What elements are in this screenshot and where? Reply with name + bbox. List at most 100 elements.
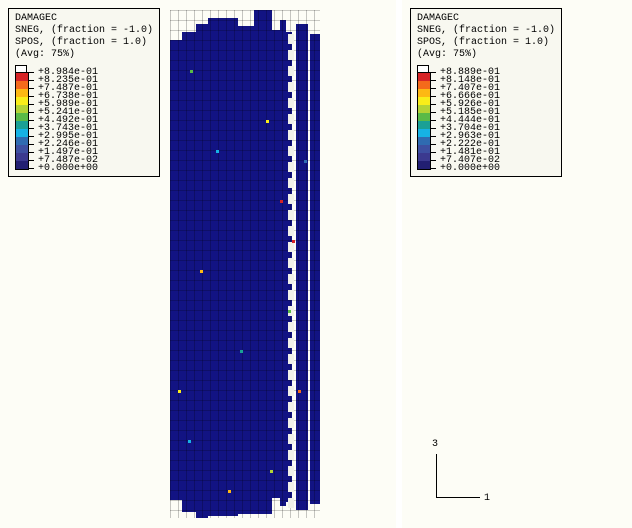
dash-segment bbox=[288, 162, 294, 172]
dash-segment bbox=[288, 274, 294, 284]
left-panel: DAMAGECSNEG, (fraction = -1.0)SPOS, (fra… bbox=[0, 0, 396, 528]
legend-swatch bbox=[16, 113, 28, 121]
legend-value: +0.000e+00 bbox=[38, 165, 98, 173]
mesh-line bbox=[170, 380, 320, 381]
mesh-line bbox=[314, 10, 315, 518]
mesh-line bbox=[242, 10, 243, 518]
mesh-line bbox=[170, 230, 320, 231]
mesh-line bbox=[170, 290, 320, 291]
damage-speck bbox=[304, 160, 307, 163]
damage-speck bbox=[270, 470, 273, 473]
legend-header-line: SPOS, (fraction = 1.0) bbox=[15, 37, 153, 49]
mesh-line bbox=[298, 10, 299, 518]
mesh-line bbox=[170, 400, 320, 401]
legend-swatches bbox=[15, 72, 29, 170]
mesh-line bbox=[170, 150, 320, 151]
axis-label-1: 1 bbox=[484, 493, 490, 504]
mesh-line bbox=[170, 190, 320, 191]
model-left bbox=[170, 10, 320, 518]
dash-segment bbox=[288, 98, 294, 108]
mesh-line bbox=[170, 140, 320, 141]
dash-segment bbox=[288, 50, 294, 60]
dash-segment bbox=[288, 322, 294, 332]
mesh-line bbox=[170, 220, 320, 221]
mesh-line bbox=[170, 80, 320, 81]
mesh-line bbox=[170, 340, 320, 341]
mesh-line bbox=[170, 210, 320, 211]
mesh-line bbox=[170, 180, 320, 181]
mesh-line bbox=[170, 320, 320, 321]
dash-segment bbox=[288, 498, 294, 508]
mesh-line bbox=[170, 240, 320, 241]
legend-header-line: SPOS, (fraction = 1.0) bbox=[417, 37, 555, 49]
mesh-line bbox=[282, 10, 283, 518]
mesh-line bbox=[170, 120, 320, 121]
legend-labels: +8.984e-01+8.235e-01+7.487e-01+6.738e-01… bbox=[38, 65, 98, 169]
dash-segment bbox=[288, 226, 294, 236]
mesh-line bbox=[170, 270, 320, 271]
dash-segment bbox=[288, 418, 294, 428]
mesh-line bbox=[210, 10, 211, 518]
damage-speck bbox=[298, 390, 301, 393]
dash-segment bbox=[288, 66, 294, 76]
legend-swatch bbox=[16, 137, 28, 145]
axis-vertical bbox=[436, 454, 437, 498]
mesh-line bbox=[170, 490, 320, 491]
mesh-line bbox=[170, 300, 320, 301]
legend-swatch bbox=[16, 121, 28, 129]
mesh-line bbox=[170, 360, 320, 361]
damage-speck bbox=[240, 350, 243, 353]
mesh-line bbox=[186, 10, 187, 518]
dash-segment bbox=[288, 482, 294, 492]
damage-speck bbox=[188, 440, 191, 443]
damage-speck bbox=[292, 240, 295, 243]
mesh-line bbox=[170, 420, 320, 421]
legend-left: DAMAGECSNEG, (fraction = -1.0)SPOS, (fra… bbox=[8, 8, 160, 177]
mesh-line bbox=[170, 200, 320, 201]
mesh-line bbox=[170, 370, 320, 371]
damage-speck bbox=[200, 270, 203, 273]
mesh-line bbox=[170, 250, 320, 251]
right-panel: DAMAGECSNEG, (fraction = -1.0)SPOS, (fra… bbox=[402, 0, 632, 528]
legend-header-line: DAMAGEC bbox=[15, 13, 153, 25]
legend-swatch bbox=[418, 97, 430, 105]
dash-segment bbox=[288, 258, 294, 268]
dash-segment bbox=[288, 450, 294, 460]
mesh-line bbox=[170, 160, 320, 161]
legend-swatch bbox=[418, 105, 430, 113]
damage-speck bbox=[266, 120, 269, 123]
legend-swatch bbox=[418, 153, 430, 161]
dash-segment bbox=[288, 34, 294, 44]
mesh-line bbox=[170, 40, 320, 41]
legend-swatch bbox=[16, 81, 28, 89]
legend-swatch bbox=[418, 121, 430, 129]
dash-segment bbox=[288, 114, 294, 124]
mesh-line bbox=[170, 460, 320, 461]
mesh-line bbox=[170, 10, 171, 518]
legend-swatch bbox=[16, 97, 28, 105]
mesh-line bbox=[170, 60, 320, 61]
mesh-line bbox=[234, 10, 235, 518]
mesh-line bbox=[170, 310, 320, 311]
dash-segment bbox=[288, 242, 294, 252]
legend-labels: +8.889e-01+8.148e-01+7.407e-01+6.666e-01… bbox=[440, 65, 500, 169]
legend-ticks bbox=[29, 65, 35, 169]
model-beam bbox=[254, 10, 272, 514]
damage-speck bbox=[178, 390, 181, 393]
mesh-line bbox=[170, 110, 320, 111]
mesh-line bbox=[218, 10, 219, 518]
model-beam bbox=[310, 34, 320, 504]
legend-ticks bbox=[431, 65, 437, 169]
dash-segment bbox=[288, 290, 294, 300]
dash-segment bbox=[288, 370, 294, 380]
legend-right: DAMAGECSNEG, (fraction = -1.0)SPOS, (fra… bbox=[410, 8, 562, 177]
legend-swatch bbox=[418, 129, 430, 137]
mesh-line bbox=[170, 330, 320, 331]
mesh-line bbox=[170, 260, 320, 261]
mesh-line bbox=[170, 500, 320, 501]
legend-swatches bbox=[417, 72, 431, 170]
mesh-line bbox=[170, 350, 320, 351]
legend-header-line: SNEG, (fraction = -1.0) bbox=[15, 25, 153, 37]
mesh-line bbox=[170, 280, 320, 281]
legend-header-line: DAMAGEC bbox=[417, 13, 555, 25]
